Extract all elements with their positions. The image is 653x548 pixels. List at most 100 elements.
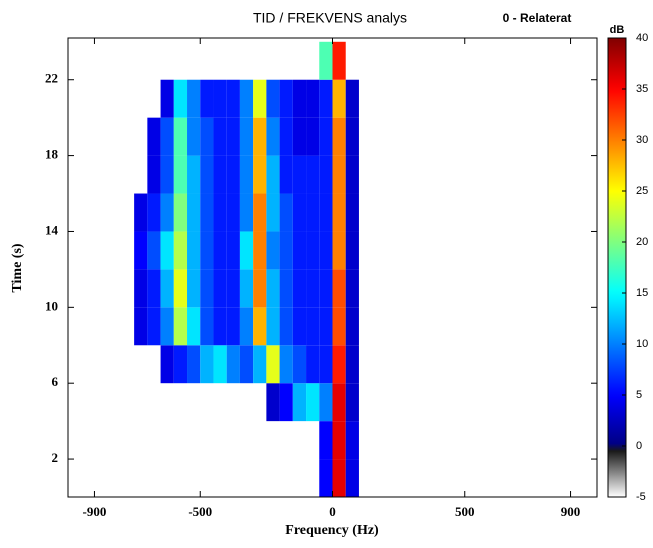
annotation: 0 - Relaterat [503,11,572,25]
heatmap-cell [226,155,240,194]
x-axis-label: Frequency (Hz) [285,523,379,538]
heatmap-cell [226,193,240,232]
x-tick-label: 500 [455,504,475,519]
heatmap-cell [319,41,333,80]
heatmap-cell [279,79,293,118]
heatmap-cell [306,155,320,194]
x-tick-label: -500 [188,504,212,519]
heatmap-cell [213,155,227,194]
heatmap-cell [187,193,201,232]
heatmap-cell [319,421,333,460]
heatmap-cell [239,269,254,308]
colorbar-tick-label: 40 [636,32,648,44]
heatmap-cell [306,231,320,270]
y-tick-label: 18 [45,147,59,162]
heatmap-cell [332,383,346,422]
heatmap-cell [279,117,293,156]
heatmap-cell [160,307,174,346]
heatmap-cell [226,79,240,118]
heatmap-cell [239,231,254,270]
heatmap-cell [292,155,307,194]
heatmap-cell [345,421,359,460]
colorbar-tick-label: 10 [636,338,648,350]
heatmap-cell [292,269,307,308]
heatmap-cell [306,193,320,232]
colorbar-label: dB [610,24,625,36]
heatmap-cell [226,345,240,384]
heatmap-cell [200,307,214,346]
heatmap-cell [160,155,174,194]
heatmap-cell [147,231,161,270]
heatmap-cell [306,79,320,118]
heatmap-cell [319,155,333,194]
heatmap-cell [239,345,254,384]
heatmap-cell [173,307,188,346]
heatmap-cell [226,117,240,156]
heatmap-cell [200,193,214,232]
heatmap-cell [266,345,280,384]
heatmap-cell [345,459,359,497]
heatmap-cell [319,231,333,270]
heatmap-cell [160,231,174,270]
heatmap-cell [239,79,254,118]
heatmap-cell [292,79,307,118]
heatmap-cell [226,231,240,270]
chart-title: TID / FREKVENS analys [253,10,407,26]
heatmap-cell [173,345,188,384]
heatmap-cell [200,231,214,270]
heatmap-cell [292,345,307,384]
heatmap-cell [279,269,293,308]
heatmap-cell [239,117,254,156]
heatmap-cell [279,193,293,232]
heatmap-cell [200,269,214,308]
heatmap-cell [332,231,346,270]
heatmap-cell [253,269,267,308]
heatmap-cell [345,383,359,422]
heatmap-cell [253,155,267,194]
heatmap-cell [332,269,346,308]
heatmap-cell [266,269,280,308]
heatmap-cell [279,307,293,346]
colorbar-tick-label: 15 [636,287,648,299]
heatmap-cell [332,307,346,346]
heatmap-cell [345,307,359,346]
heatmap-cell [319,345,333,384]
heatmap-cell [292,307,307,346]
heatmap-cell [266,383,280,422]
heatmap-cell [187,79,201,118]
heatmap-cell [160,193,174,232]
heatmap-cell [279,345,293,384]
heatmap-cell [279,231,293,270]
heatmap-cell [147,117,161,156]
heatmap-cell [319,117,333,156]
heatmap-cell [187,307,201,346]
heatmap-cell [306,345,320,384]
heatmap-cell [319,269,333,308]
colorbar [607,37,627,498]
heatmap-cell [266,79,280,118]
x-tick-label: 900 [561,504,581,519]
heatmap-cell [345,269,359,308]
heatmap-cell [253,79,267,118]
y-axis-label: Time (s) [10,243,25,292]
heatmap-cell [160,117,174,156]
heatmap-cell [332,345,346,384]
y-tick-label: 14 [45,222,59,237]
heatmap-cell [213,269,227,308]
heatmap-cell [147,155,161,194]
heatmap-cell [332,421,346,460]
heatmap-cell [266,193,280,232]
heatmap-cell [292,117,307,156]
heatmap-cell [319,383,333,422]
heatmap-cell [306,117,320,156]
x-tick-label: -900 [83,504,107,519]
heatmap-cell [253,307,267,346]
heatmap-cell [332,79,346,118]
heatmap-cell [200,79,214,118]
heatmap-cell [345,345,359,384]
heatmap-cell [292,193,307,232]
colorbar-tick-label: 5 [636,389,642,401]
heatmap-cell [200,345,214,384]
heatmap-cell [173,155,188,194]
y-tick-label: 6 [52,374,59,389]
